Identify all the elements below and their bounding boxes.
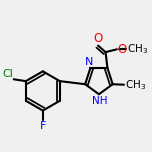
Text: O: O [93,32,102,45]
Text: Cl: Cl [2,69,13,79]
Text: F: F [40,121,46,131]
Text: O: O [117,43,126,56]
Text: CH$_3$: CH$_3$ [125,78,146,92]
Text: NH: NH [92,96,107,106]
Text: CH$_3$: CH$_3$ [127,42,148,56]
Text: N: N [85,57,93,67]
